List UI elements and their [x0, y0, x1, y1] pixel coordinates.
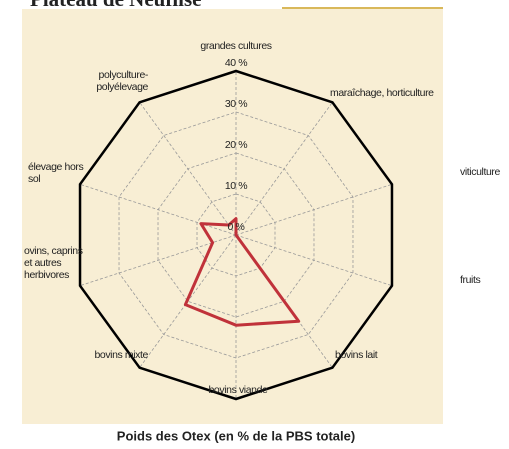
series-line	[183, 217, 301, 327]
category-label: bovins lait	[335, 349, 378, 361]
grid	[78, 69, 394, 401]
marks	[183, 217, 301, 327]
spoke	[79, 234, 237, 287]
category-label: viticulture	[460, 166, 501, 178]
category-label: bovins viande	[208, 384, 268, 396]
category-label: fruits	[460, 274, 481, 286]
y-tick-label: 30 %	[225, 98, 247, 110]
category-label: bovins mixte	[94, 349, 148, 361]
grid-ring	[196, 193, 276, 277]
grid-ring	[118, 111, 354, 359]
panel	[22, 9, 443, 424]
category-label: grandes cultures	[200, 40, 271, 52]
category-label: ovins, caprins et autres herbivores	[24, 245, 83, 281]
labels: 0 % 10 % 20 % 30 % 40 % grandes cultures maraî…	[24, 40, 501, 396]
y-tick-label: 20 %	[225, 139, 247, 151]
grid-ring	[78, 69, 394, 401]
y-tick-label: 0 %	[228, 221, 245, 233]
category-label: polyculture-polyélevage	[96, 69, 149, 93]
chart-subtitle: Poids des Otex (en % de la PBS totale)	[117, 428, 355, 443]
y-tick-label: 40 %	[225, 57, 247, 69]
grid-ring	[157, 152, 315, 318]
category-label: maraîchage, horticulture	[330, 87, 434, 99]
chart-title: Plateau de Neuflise	[30, 0, 201, 11]
category-label: élevage hors sol	[28, 161, 83, 185]
y-tick-label: 10 %	[225, 180, 247, 192]
